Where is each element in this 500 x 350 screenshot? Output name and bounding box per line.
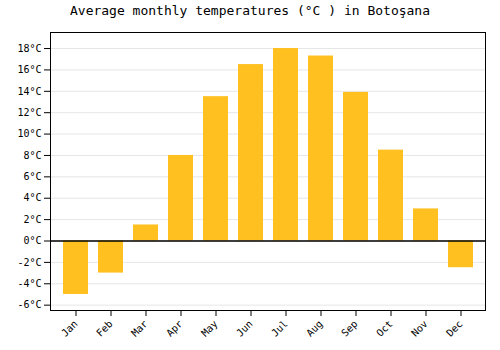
svg-text:2°C: 2°C — [23, 214, 41, 225]
svg-text:14°C: 14°C — [17, 86, 41, 97]
svg-text:Oct: Oct — [374, 318, 395, 339]
svg-text:Aug: Aug — [304, 318, 325, 339]
svg-text:May: May — [199, 318, 220, 339]
svg-text:6°C: 6°C — [23, 171, 41, 182]
svg-text:0°C: 0°C — [23, 235, 41, 246]
svg-text:16°C: 16°C — [17, 64, 41, 75]
svg-text:Mar: Mar — [129, 318, 150, 339]
svg-text:Dec: Dec — [444, 318, 465, 339]
svg-text:Jul: Jul — [269, 318, 290, 339]
svg-text:-4°C: -4°C — [17, 278, 41, 289]
svg-text:10°C: 10°C — [17, 128, 41, 139]
svg-text:Jun: Jun — [234, 318, 255, 339]
svg-text:-2°C: -2°C — [17, 257, 41, 268]
svg-text:Jan: Jan — [59, 318, 80, 339]
svg-text:12°C: 12°C — [17, 107, 41, 118]
svg-text:Sep: Sep — [339, 318, 360, 339]
svg-text:18°C: 18°C — [17, 43, 41, 54]
svg-text:Feb: Feb — [94, 318, 115, 339]
html-text:Average monthly temperatures (: Average monthly temperatures (°C ) in Bo… — [70, 3, 430, 18]
svg-text:Apr: Apr — [164, 318, 185, 339]
svg-text:4°C: 4°C — [23, 192, 41, 203]
svg-text:Nov: Nov — [409, 318, 430, 339]
svg-text:-6°C: -6°C — [17, 299, 41, 310]
svg-text:8°C: 8°C — [23, 150, 41, 161]
